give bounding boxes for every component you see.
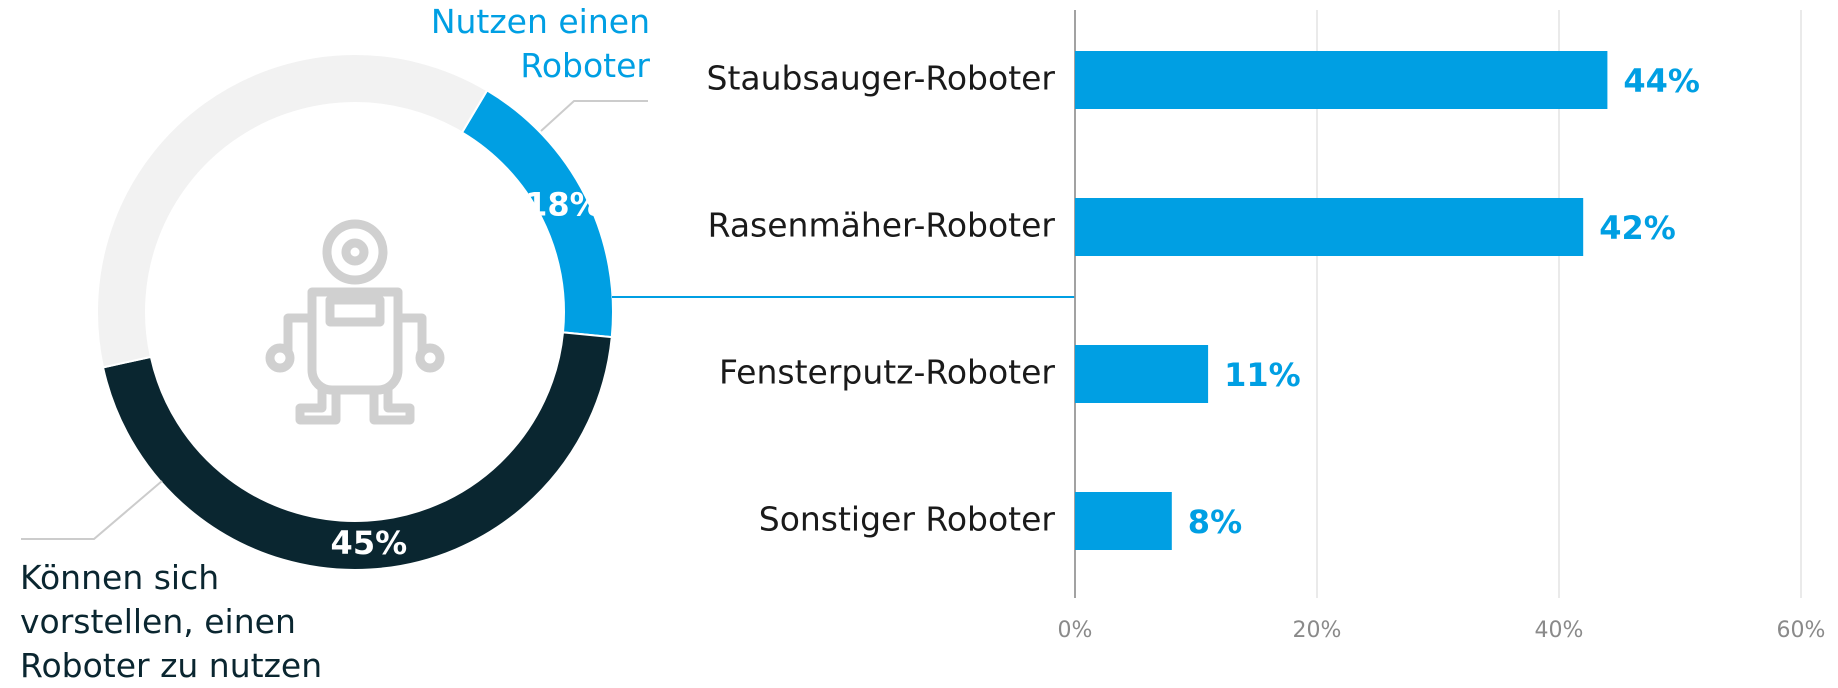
category-label: Sonstiger Roboter <box>759 500 1056 539</box>
data-label: 44% <box>1623 62 1700 100</box>
pie-slice <box>101 331 613 571</box>
bar <box>1075 345 1209 403</box>
data-label: 18% <box>525 186 602 224</box>
x-tick-label: 60% <box>1777 618 1826 643</box>
pie-label: Können sich vorstellen, einen Roboter zu… <box>20 558 323 685</box>
data-label: 45% <box>331 524 408 562</box>
bar <box>1075 51 1608 109</box>
bar <box>1075 492 1172 550</box>
pie-label: Nutzen einen Roboter <box>430 2 650 85</box>
pie-slice <box>96 53 489 369</box>
category-label: Fensterputz-Roboter <box>719 353 1055 392</box>
leader-line <box>21 480 163 540</box>
x-tick-label: 20% <box>1293 618 1342 643</box>
x-tick-label: 0% <box>1058 618 1093 643</box>
data-label: 11% <box>1224 356 1301 394</box>
category-label: Staubsauger-Roboter <box>707 59 1056 98</box>
data-label: 42% <box>1599 209 1676 247</box>
data-label: 8% <box>1188 503 1242 541</box>
bar <box>1075 198 1584 256</box>
robot-icon <box>265 219 445 425</box>
leader-line <box>540 100 648 132</box>
category-label: Rasenmäher-Roboter <box>708 206 1056 245</box>
x-tick-label: 40% <box>1535 618 1584 643</box>
